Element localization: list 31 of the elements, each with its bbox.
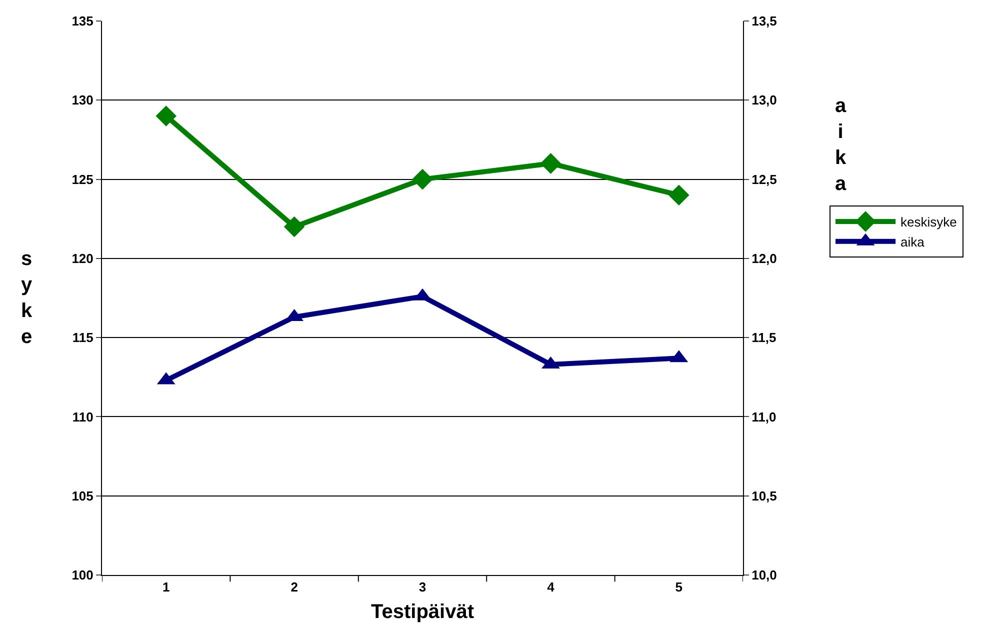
x-tick-label: 4 bbox=[547, 580, 556, 595]
y2-tick-label: 10,5 bbox=[752, 488, 777, 504]
point bbox=[284, 216, 305, 238]
y2-tick-label: 12,0 bbox=[752, 250, 777, 266]
y-axis-title: s y k e bbox=[21, 248, 33, 348]
y-tick-label: 110 bbox=[72, 409, 94, 424]
y-tick-label: 130 bbox=[72, 92, 94, 108]
y2-axis-title: a i k a bbox=[835, 95, 847, 195]
point bbox=[668, 184, 690, 206]
y-tick-label: 115 bbox=[72, 330, 94, 346]
legend-label: keskisyke bbox=[900, 214, 957, 230]
point bbox=[156, 106, 176, 126]
legend-label: aika bbox=[900, 234, 926, 250]
y2-tick-label: 12,5 bbox=[752, 172, 777, 187]
y2-tick-label: 11,5 bbox=[752, 330, 776, 346]
y-tick-label: 105 bbox=[72, 488, 94, 504]
point bbox=[412, 168, 433, 190]
y-tick-label: 135 bbox=[72, 14, 94, 29]
point bbox=[540, 153, 562, 174]
x-tick-label: 5 bbox=[675, 580, 683, 595]
y2-tick-label: 13,5 bbox=[752, 14, 777, 29]
y-tick-label: 100 bbox=[72, 568, 94, 583]
y2-tick-label: 11,0 bbox=[752, 409, 776, 424]
x-axis-title: Testipäivät bbox=[371, 601, 474, 624]
x-tick-label: 1 bbox=[162, 580, 170, 595]
y2-tick-label: 13,0 bbox=[752, 92, 777, 108]
y-tick-label: 120 bbox=[72, 250, 94, 266]
x-tick-label: 3 bbox=[418, 580, 426, 595]
y2-tick-label: 10,0 bbox=[752, 568, 777, 583]
y-tick-label: 125 bbox=[72, 172, 94, 187]
x-tick-label: 2 bbox=[290, 580, 298, 595]
